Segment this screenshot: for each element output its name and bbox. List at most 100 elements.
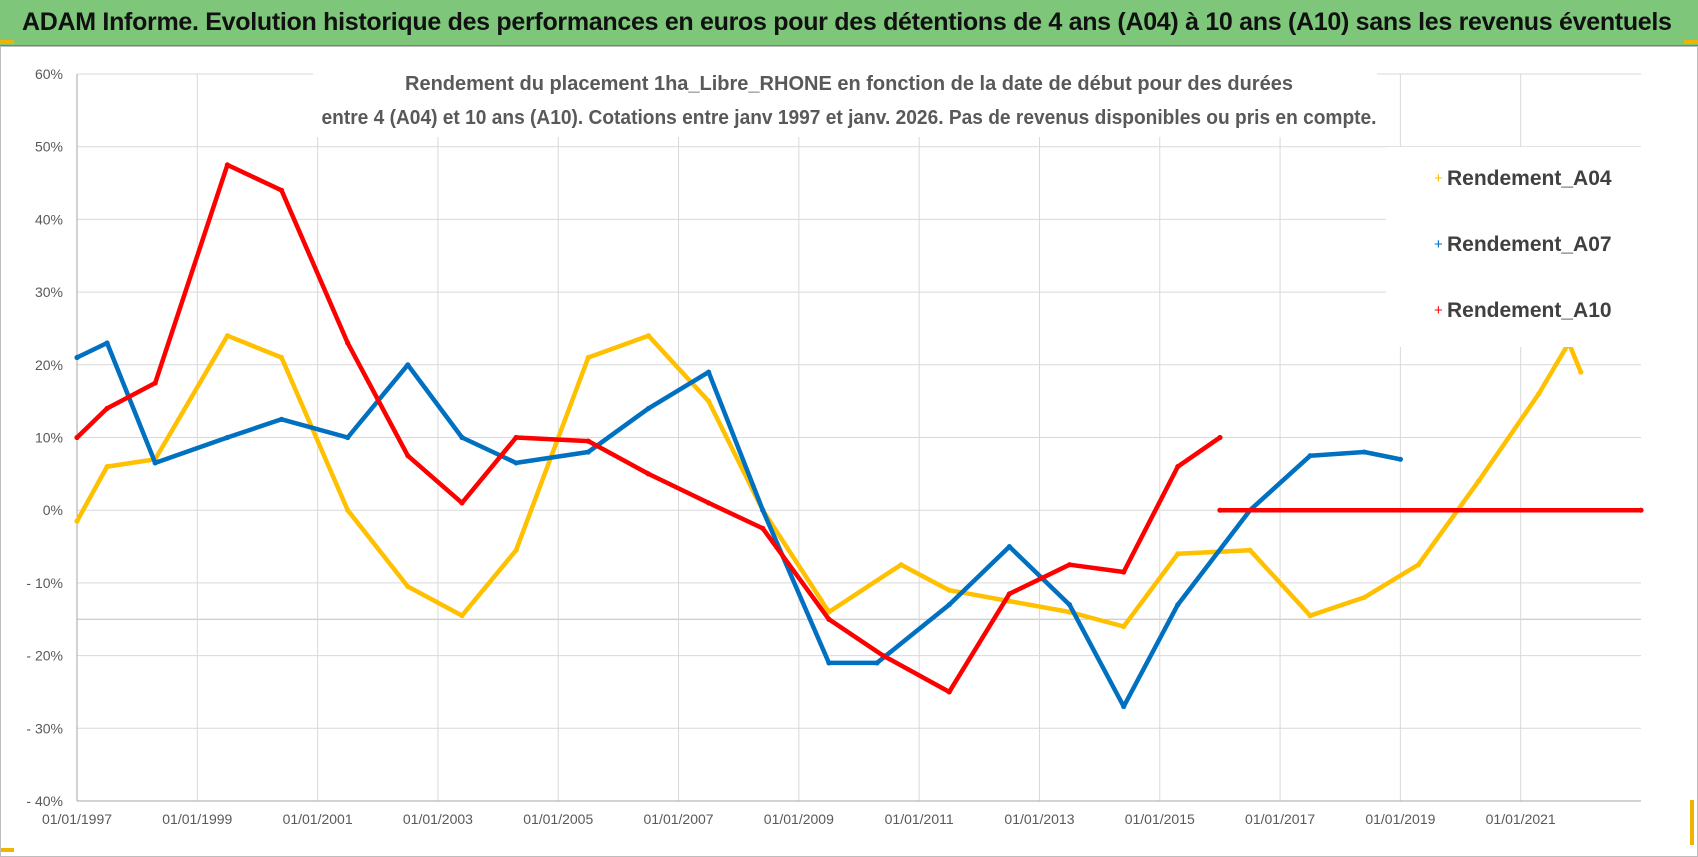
line-chart: 60% 50% 40% 30% 20% 10% 0% - 10% - 20% - 30% - 40%… — [26, 66, 1644, 827]
data-point-rendement-a07 — [1006, 543, 1012, 550]
x-tick-label: 01/01/1997 — [42, 811, 112, 827]
data-point-rendement-a04 — [585, 354, 591, 361]
y-tick-label: - 10% — [26, 575, 63, 591]
data-point-rendement-a07 — [760, 507, 766, 513]
y-tick-label: - 30% — [26, 720, 63, 736]
legend: + Rendement_A04 + Rendement_A07 + Rendem… — [1386, 147, 1641, 347]
data-point-rendement-a04 — [74, 518, 80, 524]
data-point-rendement-a04 — [513, 547, 519, 553]
legend-label-a04: Rendement_A04 — [1447, 167, 1612, 190]
legend-marker-a10: + — [1434, 302, 1443, 319]
data-point-rendement-a07 — [405, 362, 411, 368]
y-tick-label: - 20% — [26, 648, 63, 664]
x-tick-label: 01/01/2007 — [643, 811, 713, 827]
x-tick-label: 01/01/2019 — [1365, 811, 1435, 827]
data-point-rendement-a07 — [1175, 602, 1181, 608]
data-point-rendement-a10 — [278, 187, 285, 193]
x-tick-label: 01/01/1999 — [162, 811, 232, 827]
data-point-rendement-a10 — [946, 689, 952, 695]
y-tick-label: 50% — [35, 139, 63, 155]
data-point-rendement-a04 — [405, 583, 411, 590]
data-point-rendement-a07 — [706, 369, 712, 375]
data-point-rendement-a07 — [459, 434, 465, 441]
data-point-rendement-a07 — [513, 460, 519, 466]
data-point-rendement-a07 — [1121, 703, 1127, 710]
y-tick-label: 10% — [35, 430, 63, 446]
y-tick-label: 0% — [43, 502, 63, 518]
legend-marker-a04: + — [1434, 170, 1443, 187]
x-tick-label: 01/01/2011 — [885, 811, 954, 827]
data-point-rendement-a10 — [706, 500, 712, 506]
data-point-rendement-a04 — [459, 613, 465, 619]
series-line-rendement-a04 — [74, 333, 1584, 629]
data-point-rendement-a10 — [1121, 569, 1127, 575]
data-point-rendement-a10 — [585, 438, 591, 444]
corner-mark — [1690, 800, 1694, 845]
data-point-rendement-a04 — [946, 587, 952, 593]
legend-label-a07: Rendement_A07 — [1447, 233, 1612, 256]
legend-label-a10: Rendement_A10 — [1447, 299, 1612, 322]
data-point-rendement-a07 — [74, 354, 80, 361]
data-point-rendement-a04 — [645, 333, 652, 339]
data-point-rendement-a04 — [898, 562, 904, 568]
banner-title: ADAM Informe. Evolution historique des p… — [22, 8, 1672, 36]
data-point-rendement-a07 — [826, 660, 832, 666]
legend-marker-a07: + — [1434, 236, 1443, 253]
data-point-rendement-a10-zero — [1638, 507, 1644, 513]
y-tick-label: 30% — [35, 284, 63, 300]
series-line-rendement-a07 — [74, 340, 1403, 709]
data-point-rendement-a10 — [224, 162, 230, 168]
data-point-rendement-a10 — [760, 525, 766, 531]
title-banner: ADAM Informe. Evolution historique des p… — [0, 0, 1698, 46]
data-point-rendement-a07 — [874, 660, 880, 666]
data-point-rendement-a04 — [826, 609, 832, 615]
y-tick-label: - 40% — [26, 793, 63, 809]
data-point-rendement-a04 — [1121, 623, 1127, 630]
x-tick-label: 01/01/2013 — [1004, 811, 1074, 827]
data-point-rendement-a10 — [880, 653, 886, 659]
y-tick-label: 40% — [35, 211, 63, 227]
data-point-rendement-a07 — [1307, 453, 1313, 459]
data-point-rendement-a10 — [1217, 434, 1223, 441]
data-point-rendement-a04 — [1361, 594, 1367, 601]
data-point-rendement-a10 — [459, 500, 465, 506]
x-tick-label: 01/01/2001 — [283, 811, 353, 827]
data-point-rendement-a10 — [1175, 463, 1181, 470]
chart-area: 60% 50% 40% 30% 20% 10% 0% - 10% - 20% - 30% - 40%… — [0, 46, 1698, 857]
data-point-rendement-a04 — [1578, 369, 1584, 375]
data-point-rendement-a10 — [345, 340, 351, 346]
data-point-rendement-a10 — [104, 405, 110, 412]
data-point-rendement-a07 — [152, 460, 158, 466]
data-point-rendement-a07 — [104, 340, 110, 346]
data-point-rendement-a07 — [585, 449, 591, 455]
data-point-rendement-a07 — [1066, 602, 1073, 608]
legend-background — [1386, 147, 1641, 347]
data-point-rendement-a10 — [405, 453, 411, 459]
data-point-rendement-a04 — [104, 463, 110, 470]
data-point-rendement-a10 — [513, 434, 519, 441]
data-point-rendement-a10 — [74, 434, 80, 441]
chart-title-line-2: entre 4 (A04) et 10 ans (A10). Cotations… — [322, 107, 1377, 129]
data-point-rendement-a04 — [706, 398, 712, 404]
x-tick-label: 01/01/2015 — [1125, 811, 1195, 827]
data-point-rendement-a07 — [1397, 456, 1403, 462]
data-point-rendement-a04 — [1247, 547, 1253, 553]
data-point-rendement-a07 — [1361, 449, 1367, 455]
chart-title-line-1: Rendement du placement 1ha_Libre_RHONE e… — [405, 73, 1293, 95]
data-point-rendement-a10-zero — [1217, 507, 1223, 513]
data-point-rendement-a04 — [224, 333, 230, 339]
data-point-rendement-a04 — [1415, 562, 1422, 568]
data-point-rendement-a07 — [278, 416, 285, 422]
y-tick-label: 20% — [35, 357, 63, 373]
data-point-rendement-a04 — [278, 354, 285, 361]
x-tick-label: 01/01/2003 — [403, 811, 473, 827]
corner-mark — [0, 848, 14, 852]
data-point-rendement-a07 — [645, 405, 652, 412]
y-tick-label: 60% — [35, 66, 63, 82]
data-point-rendement-a04 — [1175, 551, 1181, 557]
data-point-rendement-a10 — [826, 616, 832, 622]
x-tick-label: 01/01/2017 — [1245, 811, 1315, 827]
data-point-rendement-a07 — [224, 434, 230, 441]
title-background — [313, 67, 1377, 137]
data-point-rendement-a07 — [345, 434, 351, 441]
